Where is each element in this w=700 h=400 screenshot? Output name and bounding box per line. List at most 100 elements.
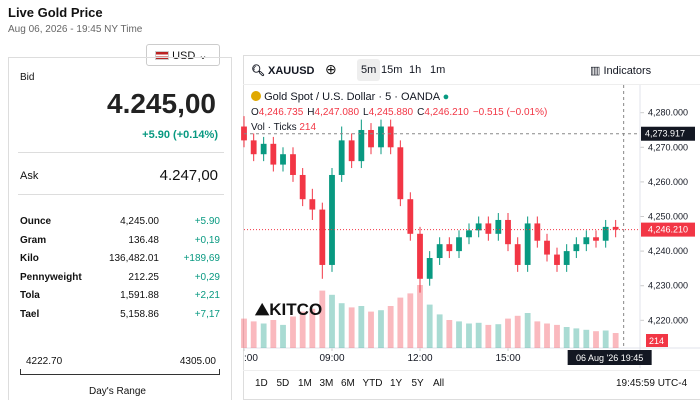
y-tick-label: 4,230.000 — [648, 281, 688, 291]
range-button[interactable]: YTD — [362, 378, 383, 389]
symbol-text: XAUUSD — [268, 65, 315, 77]
volume-bar — [612, 333, 619, 348]
candle-body — [319, 209, 326, 265]
crosshair-price-box — [641, 126, 695, 141]
candle-body — [514, 244, 521, 265]
interval[interactable]: 5m — [357, 59, 381, 81]
range-button[interactable]: All — [433, 378, 445, 389]
candle-body — [495, 219, 502, 234]
candle-body — [573, 244, 580, 252]
range-button[interactable]: 6M — [341, 378, 355, 389]
volume-bar — [534, 321, 541, 348]
ask: 4.247,00 — [159, 167, 218, 184]
range-button[interactable]: 5D — [276, 378, 290, 389]
y-tick-label: 4,220.000 — [648, 315, 688, 325]
unit-change: +0,19 — [194, 234, 220, 246]
candle-body — [505, 219, 511, 245]
indicators-text: Indicators — [603, 65, 652, 77]
candle-body — [436, 244, 443, 259]
volume-bar — [397, 297, 404, 348]
divider — [243, 370, 700, 371]
legend-name: Gold Spot / U.S. Dollar · 5 · OANDA — [264, 91, 440, 103]
volume-bar — [338, 303, 345, 348]
legend-ohlc: O4,246.735 H4,247.080 L4,245.880 C4,246.210… — [251, 107, 547, 118]
unit-change: +189,69 — [183, 253, 220, 264]
candle-body — [524, 223, 531, 265]
range-button[interactable]: 1M — [298, 378, 312, 389]
volume-bar — [280, 324, 286, 348]
range-button[interactable]: 5Y — [411, 378, 424, 389]
bid-change: +5.90 (+0.14%) — [142, 129, 218, 141]
add-button[interactable]: ⊕ — [325, 61, 337, 77]
legend-volume-value: 214 — [299, 122, 317, 133]
candle-body — [280, 154, 286, 165]
legend-volume: Vol · Ticks 214 — [251, 122, 316, 133]
unit-change: +5.90 — [194, 216, 220, 227]
ask-label: Ask — [20, 170, 39, 182]
volume-bar — [505, 318, 511, 348]
volume-bar — [417, 285, 423, 348]
symbol[interactable]: 🔍︎ XAUUSD — [251, 65, 315, 77]
range-button[interactable]: 1Y — [390, 378, 403, 389]
volume-bar — [319, 290, 326, 348]
y-tick-label: 4,270.000 — [648, 142, 688, 152]
x-tick-label: 15:00 — [495, 353, 520, 364]
volume-bar — [290, 316, 296, 348]
legend-volume-label: Vol · Ticks — [251, 122, 297, 133]
unit: Pennyweight — [20, 271, 82, 283]
candle-body — [299, 174, 306, 200]
date: Aug 06, 2026 - 19:45 NY Time — [8, 24, 143, 35]
indicators[interactable]: ▥ Indicators — [590, 65, 652, 77]
volume-bar — [583, 329, 590, 348]
candle-body — [485, 223, 492, 234]
candle-body — [348, 140, 355, 162]
range-button[interactable]: 1D — [255, 378, 268, 389]
flag — [155, 51, 169, 60]
x-tick-label: 12:00 — [407, 353, 432, 364]
candle-body — [602, 226, 609, 241]
interval[interactable]: 15m — [381, 64, 403, 76]
volume-bar — [348, 307, 355, 348]
volume-bar — [260, 323, 267, 348]
volume-bar — [514, 315, 521, 348]
quote-panel — [8, 57, 232, 400]
candle-body — [466, 230, 472, 238]
volume-bar — [368, 311, 374, 348]
volume-bar — [309, 308, 316, 348]
divider — [18, 152, 224, 153]
volume-bar — [544, 323, 550, 348]
last-price-box — [641, 222, 695, 237]
unit: Kilo — [20, 253, 39, 264]
unit: Gram — [20, 234, 47, 246]
volume-bar — [436, 314, 443, 348]
candle-body — [534, 223, 541, 241]
unit: Tola — [20, 290, 40, 301]
unit-price: 136.48 — [128, 234, 159, 246]
interval[interactable]: 1h — [409, 64, 422, 76]
legend-title: Gold Spot / U.S. Dollar · 5 · OANDA ● — [251, 91, 449, 103]
range-button[interactable]: 3M — [319, 378, 334, 389]
range-label: Day's Range — [89, 386, 146, 397]
volume-bar — [495, 324, 502, 348]
candle-body — [378, 126, 384, 148]
volume-bar — [241, 318, 247, 348]
candle-body — [270, 143, 277, 165]
candle-body — [260, 143, 267, 155]
bid: 4.245,00 — [107, 88, 216, 119]
candle-body — [358, 129, 365, 162]
interval[interactable]: 1m — [430, 64, 446, 76]
candle-body — [554, 254, 560, 265]
ohlc-value: 4,247.080 — [314, 107, 360, 118]
volume-bar — [299, 311, 306, 348]
volume-bar — [524, 313, 531, 348]
y-tick-label: 4,250.000 — [648, 212, 688, 222]
currency-select[interactable]: USD ⌄ — [146, 44, 220, 66]
candle-body — [583, 237, 590, 245]
volume-bar — [387, 306, 394, 348]
volume-bar — [250, 321, 257, 348]
candle-body — [329, 174, 335, 265]
unit-price: 212.25 — [128, 271, 159, 283]
volume-bar — [563, 327, 570, 348]
